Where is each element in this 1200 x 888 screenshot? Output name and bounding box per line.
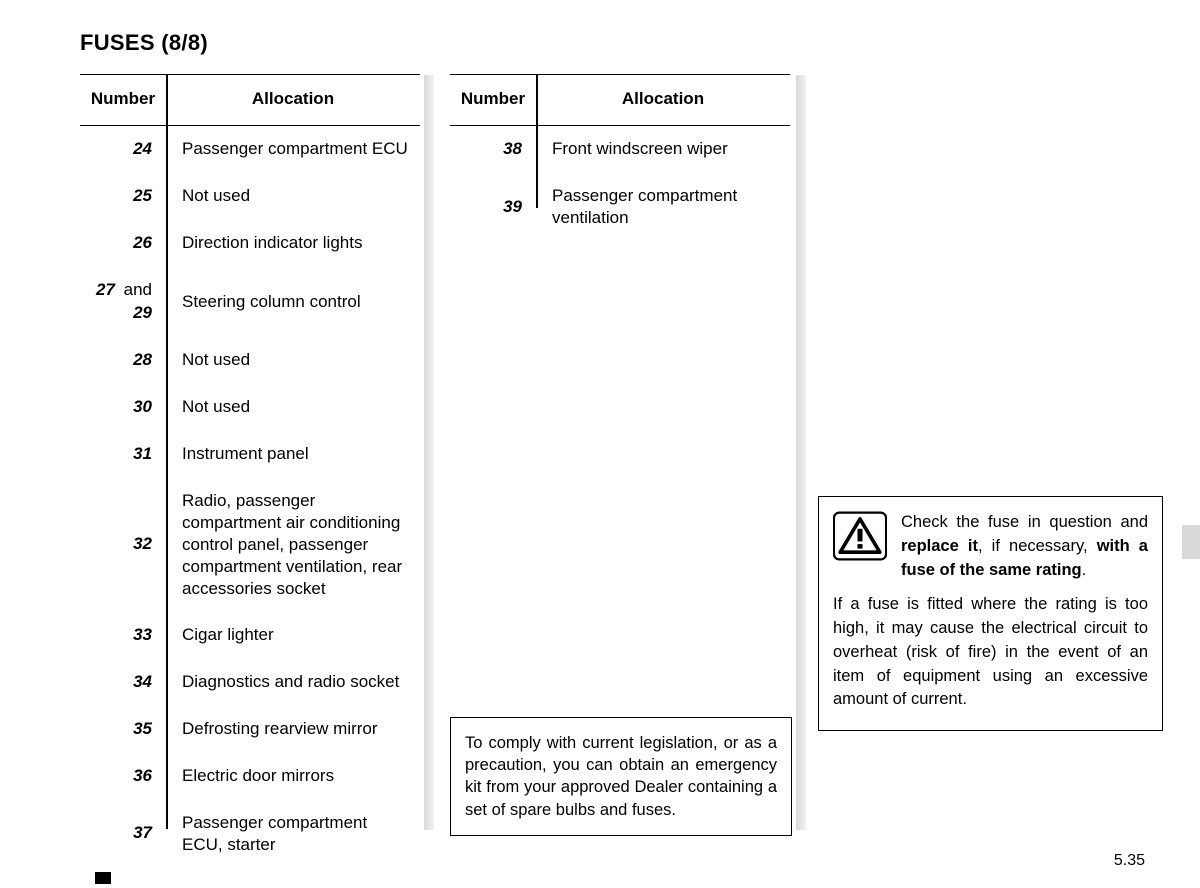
fuse-warning-box: Check the fuse in question and replace i… bbox=[818, 496, 1163, 731]
col-header-number: Number bbox=[450, 75, 536, 126]
warn-mid: , if necessary, bbox=[978, 537, 1097, 555]
table-row: 38Front windscreen wiper bbox=[450, 126, 790, 173]
fuse-number: 26 bbox=[80, 220, 166, 267]
column-divider bbox=[536, 74, 538, 208]
fuse-number: 27 and29 bbox=[80, 267, 166, 337]
fuse-number: 35 bbox=[80, 706, 166, 753]
table-row: 36Electric door mirrors bbox=[80, 753, 420, 800]
fuse-number: 37 bbox=[80, 800, 166, 868]
warn-after: . bbox=[1082, 561, 1087, 579]
fuse-number: 38 bbox=[450, 126, 536, 173]
emergency-kit-notice: To comply with current legislation, or a… bbox=[450, 717, 792, 836]
table-row: 26Direction indicator lights bbox=[80, 220, 420, 267]
fuse-number: 31 bbox=[80, 431, 166, 478]
warning-text-secondary: If a fuse is fitted where the rating is … bbox=[833, 593, 1148, 713]
table-row: 31Instrument panel bbox=[80, 431, 420, 478]
page-title: FUSES (8/8) bbox=[80, 30, 1145, 56]
table-row: 35Defrosting rearview mirror bbox=[80, 706, 420, 753]
table-row: 28Not used bbox=[80, 337, 420, 384]
table-row: 32Radio, passenger compartment air condi… bbox=[80, 478, 420, 612]
fuse-number: 25 bbox=[80, 173, 166, 220]
fuse-allocation: Radio, passenger compartment air conditi… bbox=[166, 478, 420, 612]
page-number: 5.35 bbox=[1114, 852, 1145, 870]
fuse-table-left: Number Allocation 24Passenger compartmen… bbox=[80, 74, 420, 868]
fuse-allocation: Passenger compartment ventilation bbox=[536, 173, 790, 241]
table-row: 34Diagnostics and radio socket bbox=[80, 659, 420, 706]
fuse-number: 36 bbox=[80, 753, 166, 800]
fuse-number: 30 bbox=[80, 384, 166, 431]
fuse-allocation: Direction indicator lights bbox=[166, 220, 420, 267]
warning-text-primary: Check the fuse in question and replace i… bbox=[901, 511, 1148, 583]
column-divider bbox=[166, 74, 168, 829]
fuse-allocation: Instrument panel bbox=[166, 431, 420, 478]
column-shade bbox=[796, 75, 806, 830]
fuse-number: 39 bbox=[450, 173, 536, 241]
footer-marker bbox=[95, 872, 111, 884]
col-header-number: Number bbox=[80, 75, 166, 126]
fuse-table-right: Number Allocation 38Front windscreen wip… bbox=[450, 74, 790, 241]
table-row: 37Passenger compartment ECU, starter bbox=[80, 800, 420, 868]
col-header-allocation: Allocation bbox=[536, 75, 790, 126]
warning-icon bbox=[833, 511, 887, 561]
fuse-allocation: Passenger compartment ECU, starter bbox=[166, 800, 420, 868]
warn-pre: Check the fuse in question and bbox=[901, 513, 1148, 531]
fuse-number: 32 bbox=[80, 478, 166, 612]
fuse-number: 34 bbox=[80, 659, 166, 706]
table-row: 30Not used bbox=[80, 384, 420, 431]
table-row: 25Not used bbox=[80, 173, 420, 220]
fuse-allocation: Not used bbox=[166, 173, 420, 220]
column-shade bbox=[424, 75, 434, 830]
col-header-allocation: Allocation bbox=[166, 75, 420, 126]
fuse-table-left-wrap: Number Allocation 24Passenger compartmen… bbox=[80, 74, 420, 868]
fuse-number: 28 bbox=[80, 337, 166, 384]
table-row: 33Cigar lighter bbox=[80, 612, 420, 659]
fuse-allocation: Defrosting rearview mirror bbox=[166, 706, 420, 753]
fuse-allocation: Not used bbox=[166, 384, 420, 431]
fuse-allocation: Not used bbox=[166, 337, 420, 384]
fuse-number: 33 bbox=[80, 612, 166, 659]
notice-text: To comply with current legislation, or a… bbox=[465, 734, 777, 819]
table-row: 39Passenger compartment ventilation bbox=[450, 173, 790, 241]
fuse-allocation: Steering column control bbox=[166, 267, 420, 337]
fuse-allocation: Front windscreen wiper bbox=[536, 126, 790, 173]
fuse-allocation: Electric door mirrors bbox=[166, 753, 420, 800]
page-edge-tab bbox=[1182, 525, 1200, 559]
table-row: 24Passenger compartment ECU bbox=[80, 126, 420, 173]
table-row: 27 and29Steering column control bbox=[80, 267, 420, 337]
fuse-table-right-wrap: Number Allocation 38Front windscreen wip… bbox=[450, 74, 790, 241]
warn-bold1: replace it bbox=[901, 537, 978, 555]
fuse-number: 24 bbox=[80, 126, 166, 173]
fuse-allocation: Cigar lighter bbox=[166, 612, 420, 659]
fuse-allocation: Diagnostics and radio socket bbox=[166, 659, 420, 706]
fuse-allocation: Passenger compartment ECU bbox=[166, 126, 420, 173]
manual-page: FUSES (8/8) Number Allocation 24Passenge… bbox=[0, 0, 1200, 888]
